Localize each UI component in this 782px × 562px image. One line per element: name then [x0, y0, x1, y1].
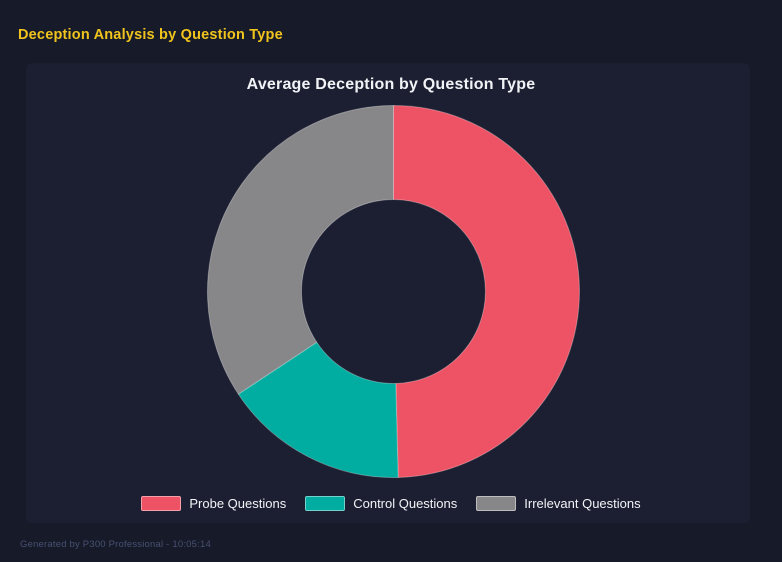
donut-chart — [206, 104, 581, 479]
legend-swatch-control-questions — [305, 496, 346, 511]
chart-legend: Probe Questions Control Questions Irreleva… — [0, 496, 782, 511]
legend-label: Probe Questions — [189, 496, 287, 511]
legend-label: Irrelevant Questions — [524, 496, 641, 511]
legend-label: Control Questions — [353, 496, 458, 511]
legend-item-control-questions[interactable]: Control Questions — [305, 496, 457, 511]
legend-item-irrelevant-questions[interactable]: Irrelevant Questions — [476, 496, 641, 511]
footer-text: Generated by P300 Professional - 10:05:1… — [20, 539, 211, 550]
legend-swatch-irrelevant-questions — [476, 496, 517, 511]
donut-segment-irrelevant-questions[interactable] — [207, 104, 394, 395]
donut-segment-probe-questions[interactable] — [393, 104, 580, 478]
chart-title: Average Deception by Question Type — [246, 76, 536, 93]
donut-segment-control-questions[interactable] — [237, 341, 399, 478]
page-title: Deception Analysis by Question Type — [18, 27, 283, 43]
legend-item-probe-questions[interactable]: Probe Questions — [141, 496, 286, 511]
donut-svg — [207, 104, 580, 478]
legend-swatch-probe-questions — [141, 496, 182, 511]
